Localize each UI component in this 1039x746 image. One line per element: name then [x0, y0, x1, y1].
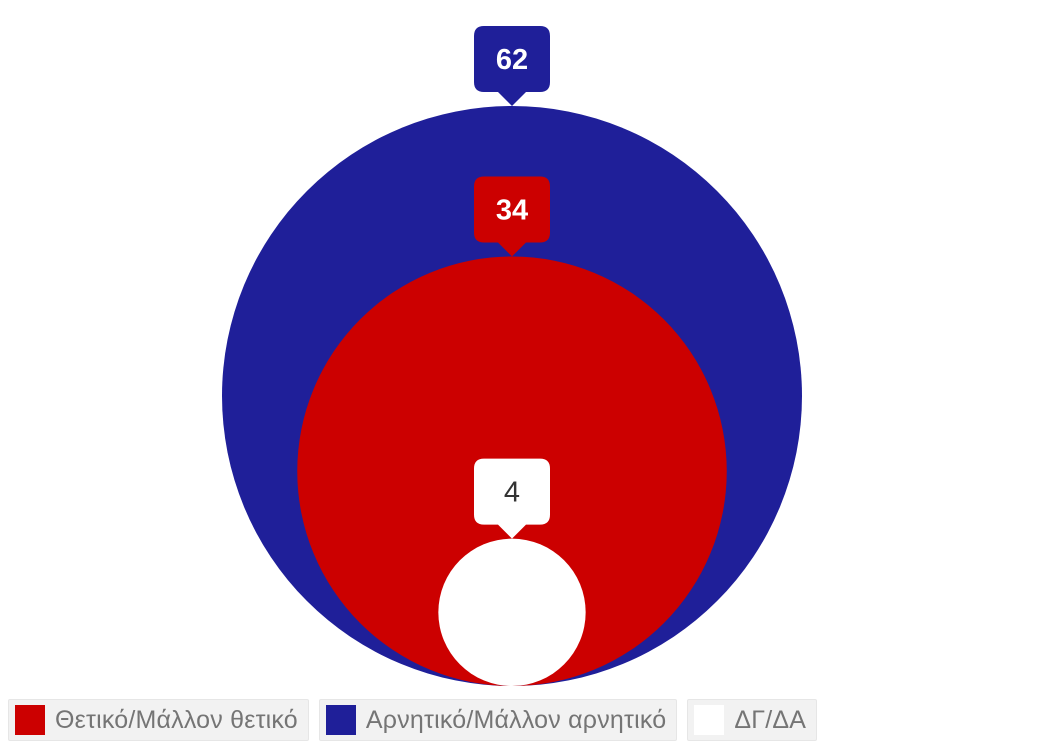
legend-swatch-no-answer	[694, 705, 725, 735]
data-label-box-negative	[474, 26, 550, 106]
data-label-text-negative: 62	[496, 44, 528, 76]
legend-label-no-answer: ΔΓ/ΔΑ	[734, 705, 807, 734]
legend-item-positive[interactable]: Θετικό/Μάλλον θετικό	[8, 699, 309, 741]
legend-label-negative: Αρνητικό/Μάλλον αρνητικό	[365, 705, 667, 734]
legend-swatch-positive	[15, 705, 45, 735]
chart-area: 62 34 4	[222, 26, 802, 686]
legend-item-negative[interactable]: Αρνητικό/Μάλλον αρνητικό	[318, 699, 678, 741]
legend-label-positive: Θετικό/Μάλλον θετικό	[55, 705, 298, 734]
data-label-positive: 34	[474, 176, 550, 257]
legend-swatch-negative	[325, 705, 356, 735]
legend: Θετικό/Μάλλον θετικό Αρνητικό/Μάλλον αρν…	[8, 698, 827, 742]
data-label-box-no-answer	[474, 458, 550, 539]
data-label-box-positive	[474, 176, 550, 257]
legend-item-no-answer[interactable]: ΔΓ/ΔΑ	[687, 699, 818, 741]
data-label-no-answer: 4	[474, 458, 550, 539]
data-label-negative: 62	[474, 26, 550, 106]
data-label-text-positive: 34	[496, 194, 528, 226]
bubble-no-answer[interactable]	[438, 538, 586, 686]
data-label-text-no-answer: 4	[504, 477, 520, 509]
